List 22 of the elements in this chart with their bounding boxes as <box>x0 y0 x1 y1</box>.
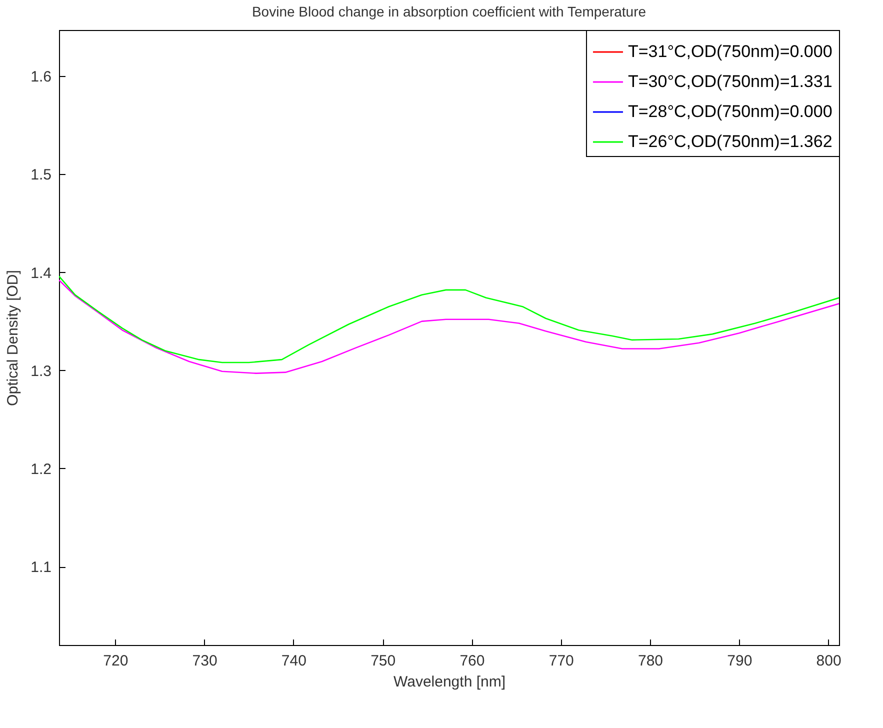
x-tick-label: 740 <box>281 652 306 670</box>
chart-title: Bovine Blood change in absorption coefficient with Temperature <box>252 4 646 20</box>
y-tick-label: 1.4 <box>30 264 52 282</box>
x-tick-label: 750 <box>370 652 396 670</box>
y-tick-label: 1.6 <box>30 68 52 86</box>
x-tick-label: 780 <box>638 652 664 670</box>
x-tick-label: 760 <box>460 652 485 670</box>
y-axis-title: Optical Density [OD] <box>4 270 22 406</box>
y-tick-label: 1.1 <box>30 559 52 576</box>
x-tick-label: 770 <box>548 652 574 670</box>
x-tick-label: 790 <box>727 652 752 670</box>
x-tick-label: 800 <box>816 652 842 670</box>
y-tick-label: 1.5 <box>30 166 52 184</box>
x-axis-title: Wavelength [nm] <box>394 674 506 690</box>
legend-label: T=26°C,OD(750nm)=1.362 <box>628 132 832 151</box>
y-tick-label: 1.3 <box>30 362 52 380</box>
legend-label: T=31°C,OD(750nm)=0.000 <box>628 42 832 61</box>
y-tick-label: 1.2 <box>30 460 52 478</box>
x-tick-label: 730 <box>192 652 218 670</box>
legend-label: T=30°C,OD(750nm)=1.331 <box>628 72 832 91</box>
legend-label: T=28°C,OD(750nm)=0.000 <box>628 102 832 121</box>
x-tick-label: 720 <box>103 652 128 670</box>
